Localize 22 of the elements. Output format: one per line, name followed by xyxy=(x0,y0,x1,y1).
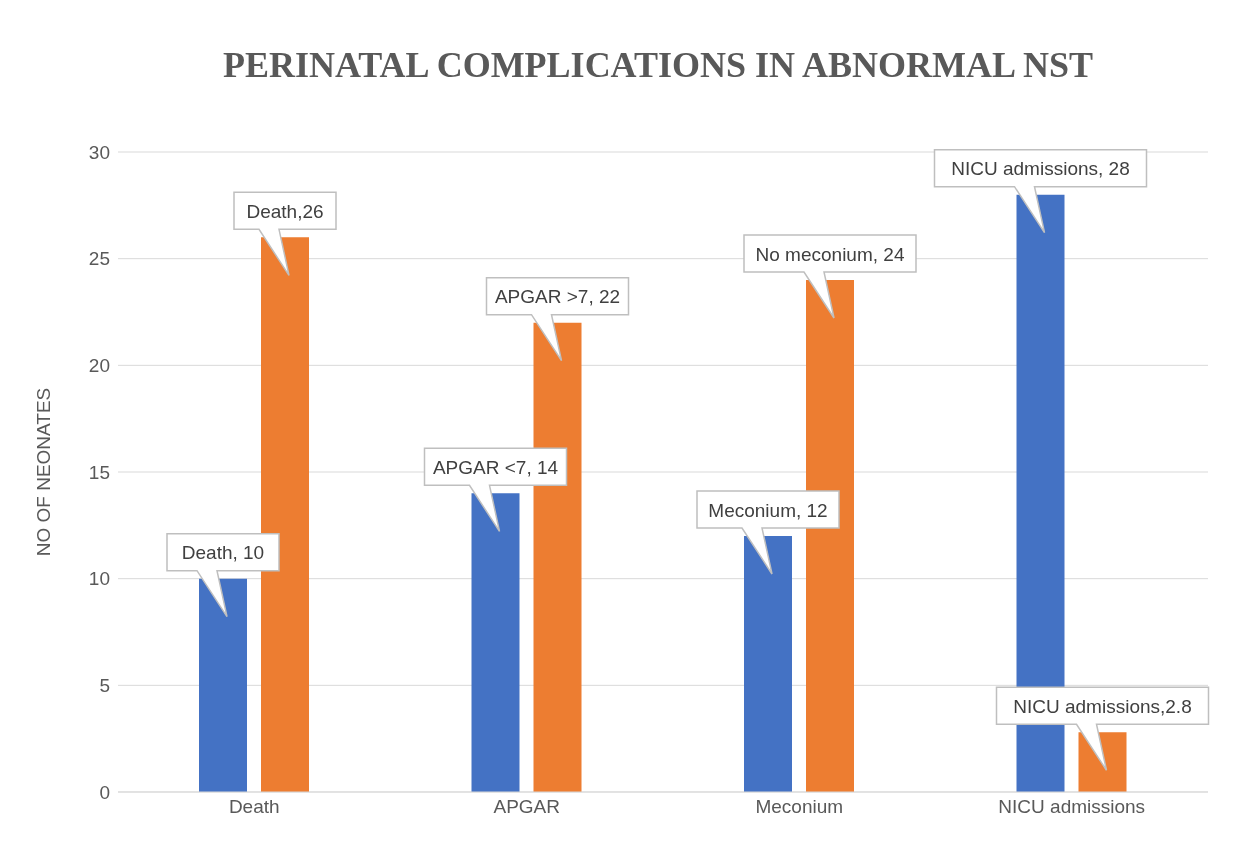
chart-title: PERINATAL COMPLICATIONS IN ABNORMAL NST xyxy=(221,44,1095,87)
y-tick-label: 20 xyxy=(88,355,110,377)
data-label: NICU admissions, 28 xyxy=(951,158,1130,180)
data-label: No meconium, 24 xyxy=(755,243,905,265)
y-tick-label: 10 xyxy=(88,568,110,590)
y-tick-label: 15 xyxy=(88,461,110,483)
data-label: NICU admissions,2.8 xyxy=(1013,695,1192,717)
data-label: Death,26 xyxy=(246,200,324,222)
x-tick-label: APGAR xyxy=(493,796,561,818)
x-tick-label: Meconium xyxy=(755,796,844,818)
y-tick-label: 25 xyxy=(88,248,110,270)
x-tick-label: NICU admissions xyxy=(998,796,1146,818)
bar xyxy=(1016,194,1065,792)
data-label: APGAR >7, 22 xyxy=(494,286,621,308)
y-tick-label: 5 xyxy=(99,675,110,697)
data-label: Death, 10 xyxy=(181,542,265,564)
x-tick-label: Death xyxy=(228,796,280,818)
y-axis-title: NO OF NEONATES xyxy=(32,387,54,557)
data-label: APGAR <7, 14 xyxy=(432,456,559,478)
data-label: Meconium, 12 xyxy=(708,499,828,521)
y-tick-label: 30 xyxy=(88,141,110,163)
y-tick-label: 0 xyxy=(99,781,110,803)
